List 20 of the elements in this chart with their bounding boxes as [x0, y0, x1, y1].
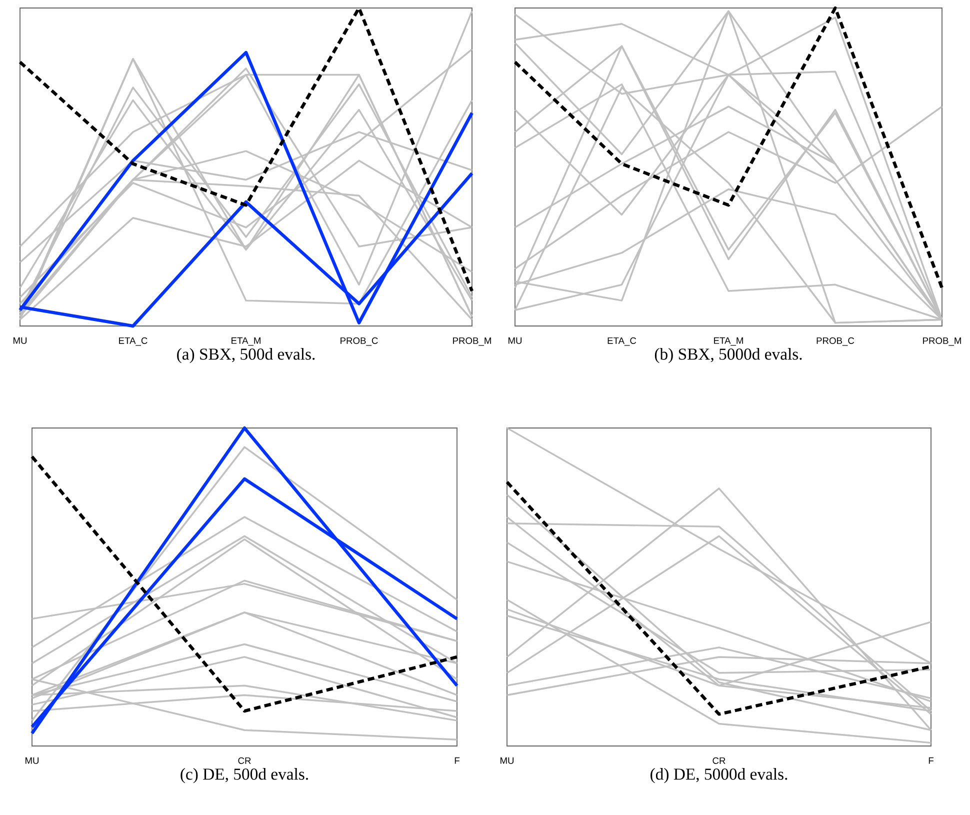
text: (a) SBX, 500d evals.	[177, 348, 315, 364]
x-tick-label: MU	[26, 757, 39, 764]
text: (b) SBX, 5000d evals.	[654, 348, 802, 364]
x-tick-label: F	[928, 757, 934, 764]
x-tick-label: PROB_M	[453, 337, 491, 346]
text: (c) DE, 500d evals.	[180, 768, 308, 784]
x-tick-label: CR	[712, 757, 726, 764]
x-tick-label: ETA_M	[714, 337, 743, 346]
x-tick-label: PROB_C	[816, 337, 854, 346]
x-tick-label: ETA_C	[608, 337, 636, 346]
x-tick-label: ETA_M	[232, 337, 260, 346]
x-tick-label: MU	[500, 757, 514, 764]
x-tick-label: PROB_C	[340, 337, 378, 346]
x-tick-label: PROB_M	[923, 337, 961, 346]
x-tick-label: CR	[238, 757, 251, 764]
x-tick-label: MU	[14, 337, 27, 344]
x-tick-label: ETA_C	[119, 337, 148, 346]
text: (d) DE, 5000d evals.	[650, 768, 788, 784]
x-tick-label: F	[454, 757, 460, 764]
x-tick-label: MU	[508, 337, 522, 344]
